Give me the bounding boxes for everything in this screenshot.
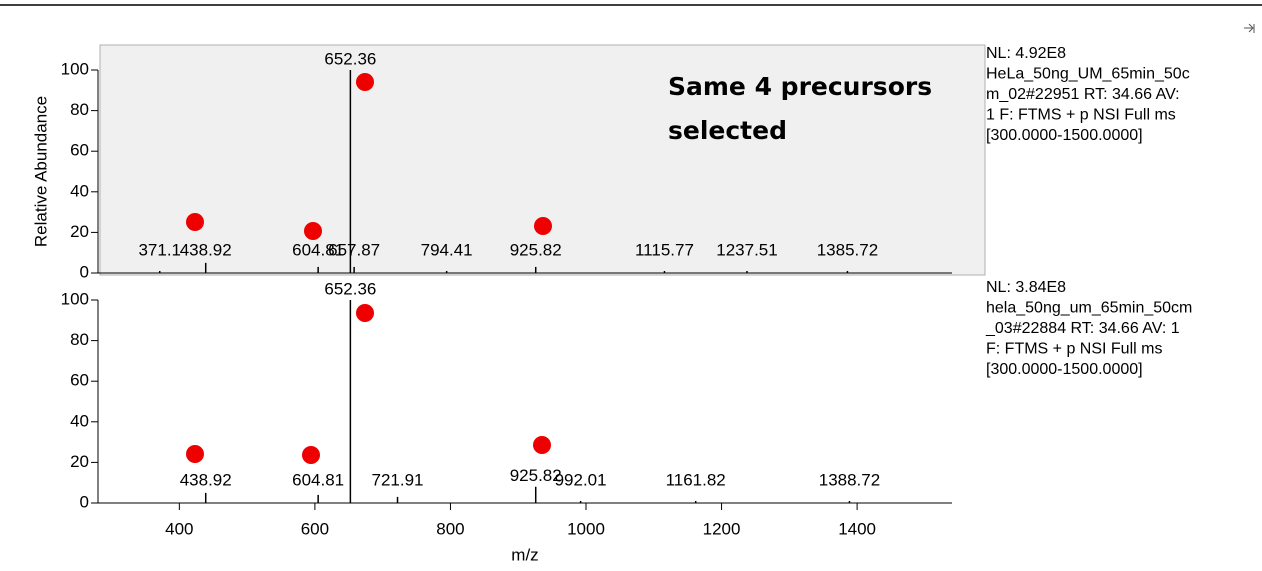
y-axis-label: Relative Abundance [31,96,50,247]
peak-label: 1385.72 [817,240,878,259]
precursor-markers [186,73,552,464]
peak-label: 371.1 [138,240,181,259]
x-tick-label: 400 [165,519,193,538]
peak-label: 992.01 [555,470,607,489]
spectrum-info: _03#22884 RT: 34.66 AV: 1 [985,320,1180,337]
peak-label: 1161.82 [666,470,726,489]
peak-label: 1388.72 [819,470,880,489]
spectrum-info: HeLa_50ng_UM_65min_50c [986,66,1190,83]
x-tick-label: 1000 [567,519,605,538]
spectrum-info: F: FTMS + p NSI Full ms [986,341,1162,358]
spectrum-info: [300.0000-1500.0000] [986,127,1143,144]
pin-icon[interactable] [1244,23,1255,33]
y-tick-label: 80 [70,100,89,119]
y-tick-label: 0 [80,262,89,281]
peak-label: 925.82 [510,240,562,259]
y-tick-label: 100 [61,289,89,308]
y-tick-label: 20 [70,222,89,241]
y-tick-label: 60 [70,141,89,160]
y-tick-label: 40 [70,411,89,430]
spectrum-info: [300.0000-1500.0000] [986,361,1143,378]
peak-label: 1237.51 [716,240,777,259]
peak-label: 925.82 [510,466,562,485]
peak-label: 657.87 [328,240,380,259]
y-tick-label: 20 [70,452,89,471]
peak-label: 438.92 [180,470,232,489]
x-tick-label: 1200 [703,519,741,538]
x-tick-label: 600 [301,519,329,538]
peak-label: 652.36 [324,49,376,68]
peak-label: 794.41 [421,240,473,259]
peak-label: 721.91 [372,470,424,489]
y-tick-label: 100 [61,59,89,78]
y-tick-label: 40 [70,181,89,200]
y-tick-label: 0 [80,492,89,511]
peak-label: 604.81 [292,240,344,259]
annotation: Same 4 precursors [668,72,932,101]
highlight-box [99,44,986,276]
y-tick-label: 80 [70,330,89,349]
peak-label: 604.81 [292,470,344,489]
x-tick-label: 1400 [838,519,876,538]
annotation: selected [668,116,787,145]
spectrum-info: 1 F: FTMS + p NSI Full ms [986,107,1176,124]
peak-label: 652.36 [324,279,376,298]
spectrum-info: m_02#22951 RT: 34.66 AV: [986,86,1180,103]
peak-label: 438.92 [180,240,232,259]
y-tick-label: 60 [70,371,89,390]
peak-label: 1115.77 [635,240,694,259]
spectrum-info: NL: 4.92E8 [986,45,1066,62]
spectrum-info: hela_50ng_um_65min_50cm [986,300,1192,317]
x-axis-label: m/z [511,545,538,564]
x-tick-label: 800 [436,519,464,538]
spectrum-info: NL: 3.84E8 [986,279,1066,296]
